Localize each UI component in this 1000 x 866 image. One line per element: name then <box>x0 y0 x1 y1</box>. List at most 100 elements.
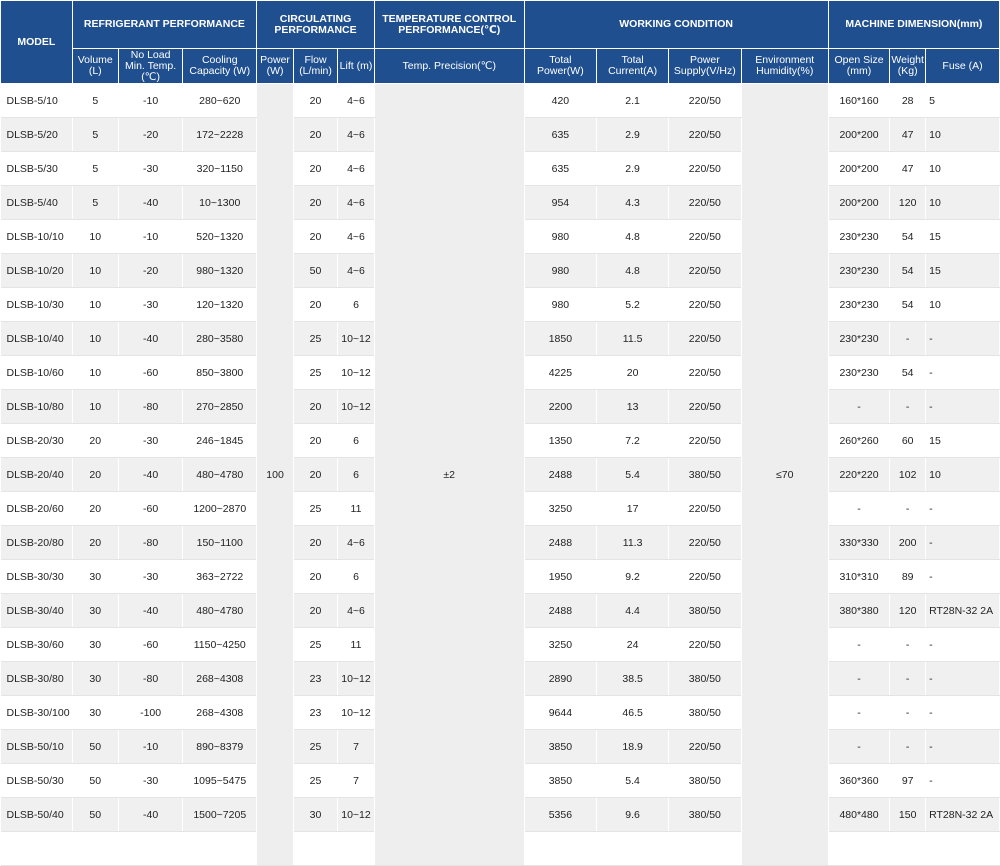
cell-weight: - <box>889 627 927 662</box>
cell-supply: 220/50 <box>668 423 742 458</box>
table-row: DLSB-10/60 10 -60 850~3800 25 10~12 4225 20 220/… <box>0 355 1000 390</box>
table-row: DLSB-10/30 10 -30 120~1320 20 6 980 5.2 220/50 23… <box>0 287 1000 322</box>
cell-lift: 4~6 <box>337 151 375 186</box>
cell-total-power: 980 <box>524 287 598 322</box>
cell-min-temp: -60 <box>118 491 184 526</box>
header-circulating: CIRCULATING PERFORMANCE <box>256 0 375 49</box>
cell-total-current: 20 <box>596 355 669 390</box>
cell-open-size: - <box>828 695 891 730</box>
cell-model: DLSB-20/80 <box>0 525 73 560</box>
table-body: DLSB-5/10 5 -10 280~620 100 20 4~6 ±2 420 2.1 220/… <box>0 83 1000 866</box>
cell-cooling: 363~2722 <box>182 559 258 594</box>
cell-model: DLSB-5/30 <box>0 151 73 186</box>
cell-total-current <box>596 831 669 866</box>
cell-cooling: 320~1150 <box>182 151 258 186</box>
cell-flow <box>293 831 339 866</box>
cell-model: DLSB-50/10 <box>0 729 73 764</box>
cell-min-temp: -10 <box>118 83 184 118</box>
table-row: DLSB-10/20 10 -20 980~1320 50 4~6 980 4.8 220/50… <box>0 253 1000 288</box>
cell-flow: 20 <box>293 117 339 152</box>
cell-flow: 23 <box>293 661 339 696</box>
cell-volume: 10 <box>72 355 119 390</box>
cell-model: DLSB-10/20 <box>0 253 73 288</box>
cell-volume <box>72 831 119 866</box>
cell-model: DLSB-10/10 <box>0 219 73 254</box>
cell-lift: 4~6 <box>337 253 375 288</box>
cell-model: DLSB-30/30 <box>0 559 73 594</box>
table-row: DLSB-20/60 20 -60 1200~2870 25 11 3250 17 220/50… <box>0 491 1000 526</box>
cell-lift: 4~6 <box>337 219 375 254</box>
cell-total-current: 4.4 <box>596 593 669 628</box>
header-working: WORKING CONDITION <box>523 0 829 49</box>
cell-volume: 5 <box>72 185 119 220</box>
cell-min-temp: -60 <box>118 627 184 662</box>
cell-model: DLSB-30/100 <box>0 695 73 730</box>
cell-total-current: 38.5 <box>596 661 669 696</box>
subheader-supply: Power Supply(V/Hz) <box>667 48 742 84</box>
cell-lift: 10~12 <box>337 355 375 390</box>
cell-min-temp: -40 <box>118 321 184 356</box>
cell-min-temp: -40 <box>118 457 184 492</box>
cell-total-current: 11.5 <box>596 321 669 356</box>
cell-flow: 20 <box>293 83 339 118</box>
cell-cooling: 280~3580 <box>182 321 258 356</box>
cell-volume: 5 <box>72 83 119 118</box>
cell-open-size: 200*200 <box>828 117 891 152</box>
cell-total-current: 4.8 <box>596 219 669 254</box>
cell-weight: 89 <box>889 559 927 594</box>
cell-min-temp: -30 <box>118 151 184 186</box>
cell-flow: 20 <box>293 219 339 254</box>
cell-open-size: 260*260 <box>828 423 891 458</box>
cell-cooling: 480~4780 <box>182 457 258 492</box>
cell-precision: ±2 <box>373 83 525 866</box>
cell-model: DLSB-30/80 <box>0 661 73 696</box>
cell-min-temp: -10 <box>118 729 184 764</box>
cell-lift: 7 <box>337 763 375 798</box>
cell-weight: 150 <box>889 797 927 832</box>
cell-supply: 220/50 <box>668 355 742 390</box>
table-row: DLSB-10/80 10 -80 270~2850 20 10~12 2200 13 220/… <box>0 389 1000 424</box>
cell-volume: 20 <box>72 525 119 560</box>
cell-open-size: - <box>828 661 891 696</box>
cell-volume: 50 <box>72 763 119 798</box>
cell-flow: 20 <box>293 559 339 594</box>
table-row: DLSB-20/30 20 -30 246~1845 20 6 1350 7.2 220/50 2… <box>0 423 1000 458</box>
cell-cooling: 280~620 <box>182 83 258 118</box>
cell-model: DLSB-5/20 <box>0 117 73 152</box>
cell-flow: 25 <box>293 763 339 798</box>
cell-min-temp: -30 <box>118 423 184 458</box>
cell-cooling: 480~4780 <box>182 593 258 628</box>
cell-total-current: 17 <box>596 491 669 526</box>
cell-fuse: - <box>925 389 1000 424</box>
cell-lift: 10~12 <box>337 661 375 696</box>
cell-total-power: 3250 <box>524 627 598 662</box>
cell-flow: 20 <box>293 593 339 628</box>
cell-lift: 6 <box>337 559 375 594</box>
cell-weight: 102 <box>889 457 927 492</box>
cell-lift: 10~12 <box>337 797 375 832</box>
cell-weight: - <box>889 661 927 696</box>
cell-lift: 10~12 <box>337 695 375 730</box>
cell-min-temp: -20 <box>118 253 184 288</box>
cell-open-size: 330*330 <box>828 525 891 560</box>
cell-lift: 4~6 <box>337 185 375 220</box>
cell-supply: 220/50 <box>668 389 742 424</box>
cell-total-current: 7.2 <box>596 423 669 458</box>
cell-model: DLSB-20/40 <box>0 457 73 492</box>
cell-fuse: 10 <box>925 151 1000 186</box>
cell-supply: 380/50 <box>668 797 742 832</box>
cell-weight: 54 <box>889 287 927 322</box>
cell-lift: 4~6 <box>337 83 375 118</box>
cell-min-temp: -40 <box>118 185 184 220</box>
cell-min-temp: -40 <box>118 797 184 832</box>
cell-cooling: 850~3800 <box>182 355 258 390</box>
cell-supply: 380/50 <box>668 695 742 730</box>
cell-flow: 25 <box>293 729 339 764</box>
cell-flow: 20 <box>293 151 339 186</box>
table-row: DLSB-50/30 50 -30 1095~5475 25 7 3850 5.4 380/50… <box>0 763 1000 798</box>
subheader-precision: Temp. Precision(℃) <box>373 48 525 84</box>
cell-supply: 220/50 <box>668 525 742 560</box>
cell-volume: 20 <box>72 457 119 492</box>
cell-cooling: 980~1320 <box>182 253 258 288</box>
